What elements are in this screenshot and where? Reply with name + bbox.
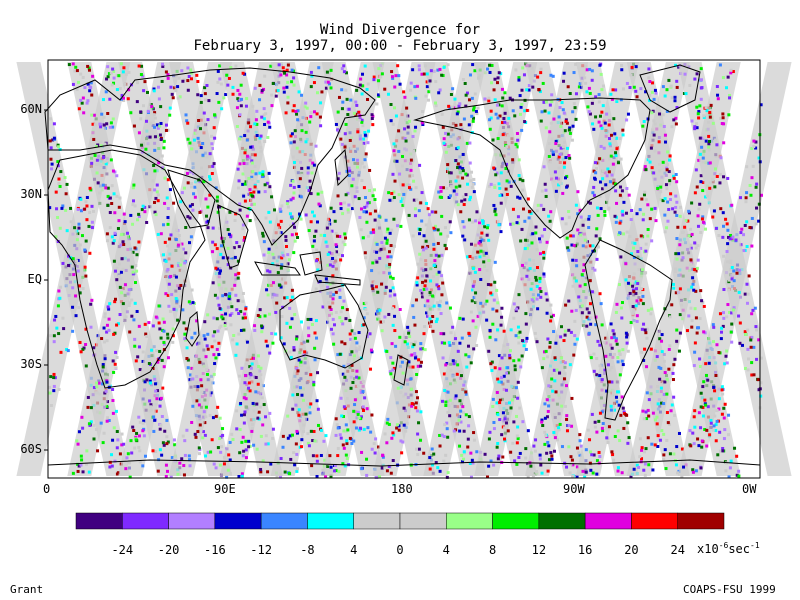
- lat-label-30s: 30S: [20, 357, 42, 371]
- colorbar: [75, 512, 725, 530]
- lon-label-180: 180: [391, 482, 413, 496]
- colorbar-tick-label: 0: [396, 543, 404, 557]
- colorbar-tick-label: 4: [350, 543, 358, 557]
- colorbar-swatch: [214, 512, 262, 530]
- lon-label-90w: 90W: [563, 482, 585, 496]
- colorbar-tick-label: -20: [157, 543, 180, 557]
- colorbar-swatch: [353, 512, 401, 530]
- colorbar-swatch: [260, 512, 308, 530]
- lat-label-60s: 60S: [20, 442, 42, 456]
- coastlines: [44, 64, 761, 467]
- colorbar-swatch: [631, 512, 678, 530]
- colorbar-tick-label: 12: [531, 543, 547, 557]
- colorbar-swatch: [492, 512, 540, 530]
- map-title-line-1: Wind Divergence for: [319, 22, 481, 38]
- colorbar-tick-label: -12: [250, 543, 272, 557]
- colorbar-tick-label: 8: [488, 543, 497, 557]
- colorbar-swatch: [307, 512, 354, 530]
- colorbar-tick-label: -16: [204, 543, 226, 557]
- colorbar-swatch: [168, 512, 216, 530]
- colorbar-tick-label: -24: [111, 543, 134, 557]
- map-frame: [47, 59, 761, 479]
- colorbar-swatch: [538, 512, 586, 530]
- map-title-line-2: February 3, 1997, 00:00 - February 3, 19…: [193, 38, 607, 54]
- lon-label-90e: 90E: [214, 482, 236, 496]
- colorbar-swatch: [584, 512, 632, 530]
- lon-label-0w: 0W: [742, 482, 757, 496]
- lat-label-30n: 30N: [20, 187, 42, 201]
- colorbar-tick-label: 20: [624, 543, 639, 557]
- colorbar-tick-label: 24: [670, 543, 685, 557]
- colorbar-swatch: [677, 512, 725, 530]
- author-credit: Grant: [10, 583, 44, 596]
- colorbar-units: x10-6sec-1: [697, 541, 760, 556]
- colorbar-tick-label: 16: [577, 543, 593, 557]
- scatterometer-swaths: [16, 62, 792, 479]
- colorbar-swatch: [446, 512, 493, 530]
- producer-credit: COAPS-FSU 1999: [683, 583, 776, 596]
- lon-label-0: 0: [43, 482, 51, 496]
- lat-label-60n: 60N: [20, 102, 42, 116]
- colorbar-swatch: [75, 512, 123, 530]
- colorbar-swatch: [399, 512, 447, 530]
- colorbar-tick-label: 4: [442, 543, 450, 557]
- lat-label-eq: EQ: [27, 272, 42, 286]
- latitude-ticks: [44, 109, 48, 451]
- colorbar-swatch: [122, 512, 169, 530]
- colorbar-tick-label: -8: [300, 543, 315, 557]
